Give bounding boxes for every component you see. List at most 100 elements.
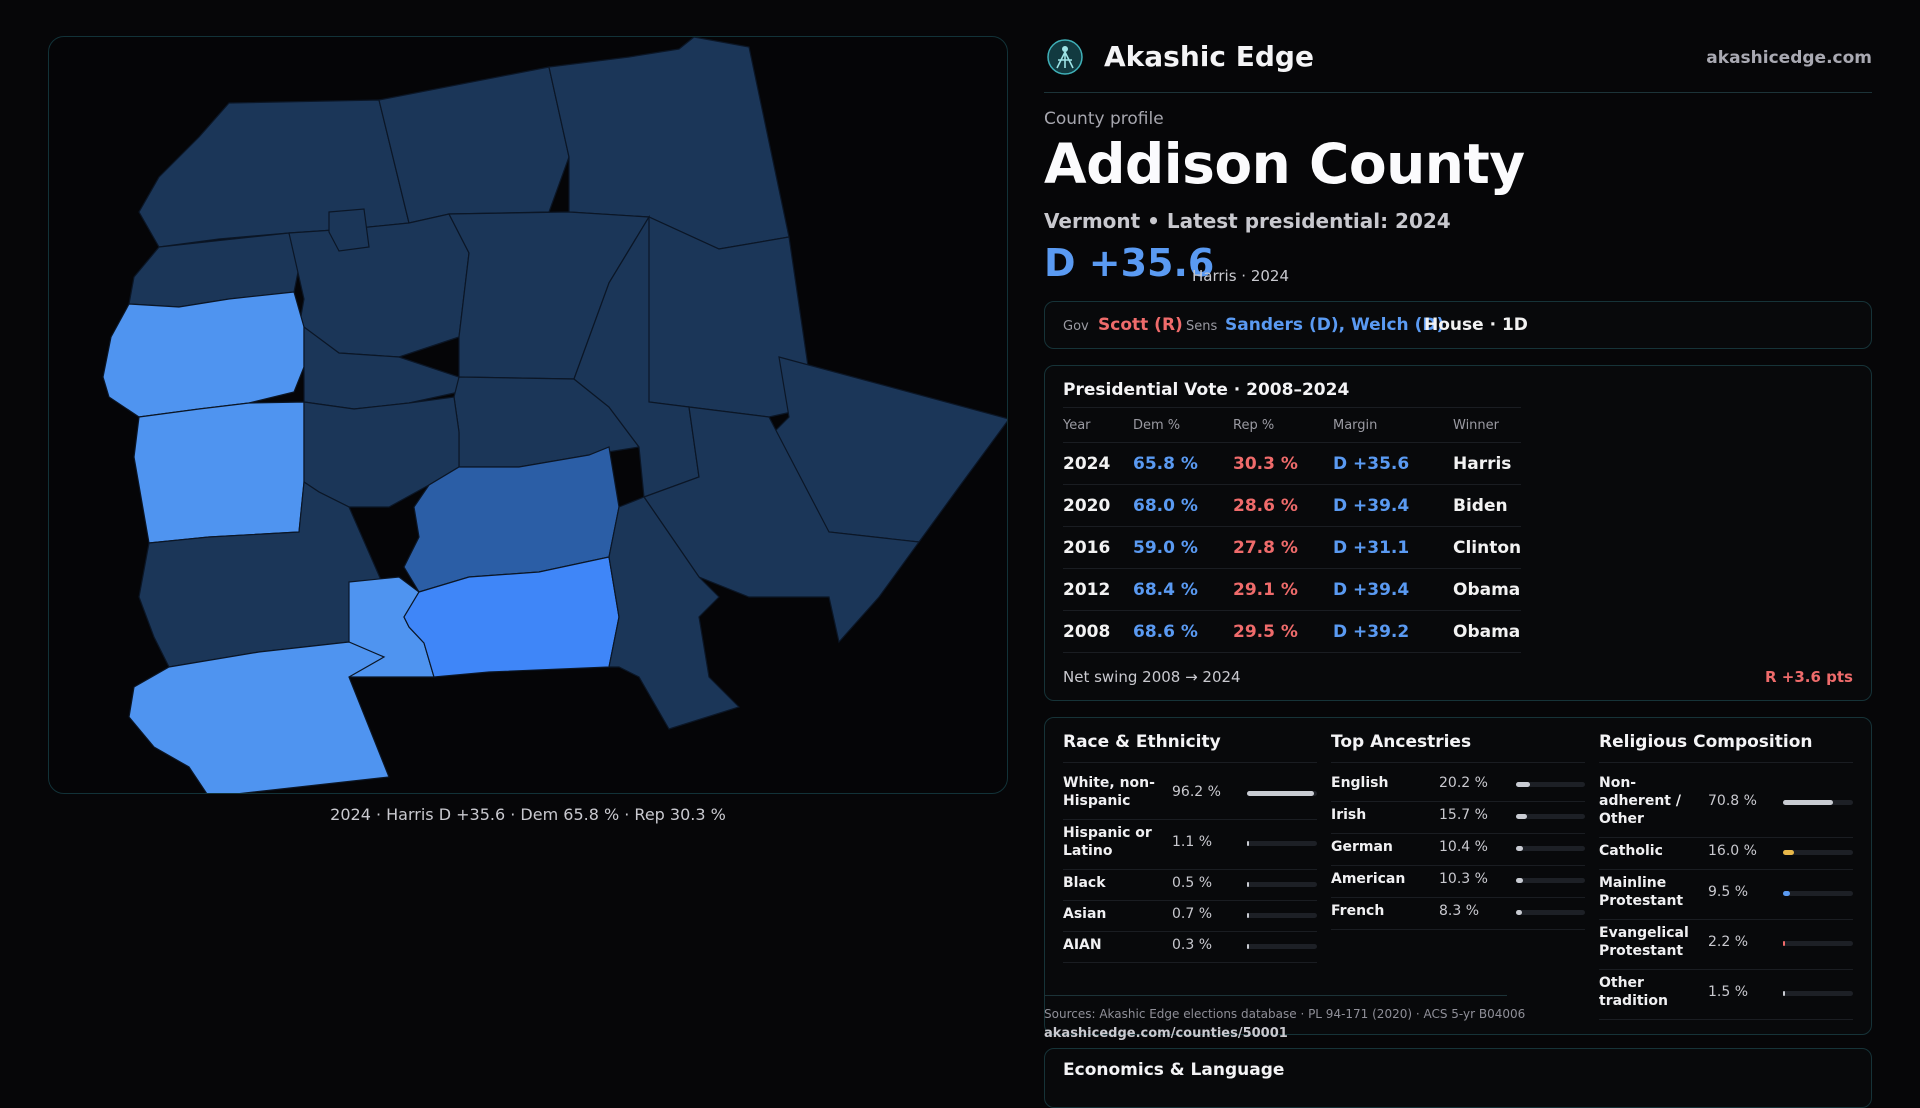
map-town[interactable] [328, 208, 370, 252]
row-dem: 68.0 % [1133, 484, 1233, 527]
page-eyebrow: County profile [1044, 109, 1164, 129]
percent-bar [1516, 910, 1585, 915]
ancestry-title: Top Ancestries [1331, 732, 1472, 752]
brand-url-link[interactable]: akashicedge.com [1706, 48, 1872, 68]
row-dem: 65.8 % [1133, 442, 1233, 485]
percent-bar [1247, 841, 1317, 846]
item-label: Asian [1063, 906, 1107, 922]
percent-bar [1247, 881, 1317, 887]
item-value: 1.5 % [1708, 984, 1749, 1000]
sources-url-link[interactable]: akashicedge.com/counties/50001 [1044, 1026, 1288, 1041]
row-year: 2024 [1063, 442, 1133, 485]
item-label: Mainline Protestant [1599, 875, 1684, 909]
table-row: 2024 65.8 % 30.3 % D +35.6 Harris [1063, 442, 1522, 485]
item-label: Catholic [1599, 843, 1663, 859]
divider [1599, 762, 1853, 763]
item-value: 0.7 % [1172, 905, 1213, 922]
list-item: Evangelical Protestant 2.2 % [1599, 920, 1853, 970]
item-value: 96.2 % [1172, 784, 1221, 800]
map-town[interactable] [378, 66, 570, 224]
row-winner: Biden [1453, 484, 1522, 527]
item-value: 10.4 % [1439, 839, 1488, 855]
percent-bar [1247, 943, 1317, 949]
divider [1063, 762, 1317, 763]
page-title: Addison County [1044, 132, 1525, 196]
economics-title: Economics & Language [1063, 1060, 1285, 1080]
list-item: Other tradition 1.5 % [1599, 970, 1853, 1020]
item-value: 16.0 % [1708, 843, 1757, 859]
gov-label: Gov [1063, 319, 1089, 334]
col-dem: Dem % [1133, 407, 1233, 443]
list-item: French 8.3 % [1331, 898, 1585, 930]
item-label: AIAN [1063, 937, 1102, 953]
list-item: Black 0.5 % [1063, 870, 1317, 901]
row-year: 2008 [1063, 610, 1133, 653]
item-label: Irish [1331, 807, 1367, 823]
county-map[interactable] [48, 36, 1008, 794]
percent-bar-fill [1783, 941, 1785, 946]
list-item: Asian 0.7 % [1063, 901, 1317, 932]
town-map-svg[interactable] [49, 37, 1008, 794]
brand-name: Akashic Edge [1104, 40, 1314, 73]
map-town[interactable] [133, 401, 305, 544]
item-label: White, non-Hispanic [1063, 775, 1155, 809]
divider [1044, 995, 1507, 996]
row-year: 2020 [1063, 484, 1133, 527]
list-item: Hispanic or Latino 1.1 % [1063, 820, 1317, 870]
race-title: Race & Ethnicity [1063, 732, 1221, 752]
map-town[interactable] [102, 291, 305, 418]
percent-bar [1516, 846, 1585, 851]
percent-bar-fill [1247, 791, 1315, 796]
row-year: 2012 [1063, 568, 1133, 611]
row-rep: 29.1 % [1233, 568, 1333, 611]
item-label: Other tradition [1599, 975, 1668, 1009]
list-item: Irish 15.7 % [1331, 802, 1585, 834]
item-label: Evangelical Protestant [1599, 925, 1689, 959]
margin-value: D +35.6 [1044, 241, 1215, 285]
map-town[interactable] [403, 556, 620, 678]
map-town[interactable] [303, 325, 460, 410]
presidential-table: Year Dem % Rep % Margin Winner 2024 65.8… [1063, 407, 1522, 653]
percent-bar [1783, 850, 1853, 855]
list-item: White, non-Hispanic 96.2 % [1063, 770, 1317, 820]
percent-bar-fill [1516, 846, 1524, 851]
page-subtitle: Vermont • Latest presidential: 2024 [1044, 209, 1451, 233]
item-value: 8.3 % [1439, 903, 1480, 919]
item-value: 15.7 % [1439, 807, 1488, 823]
map-caption: 2024 · Harris D +35.6 · Dem 65.8 % · Rep… [330, 805, 726, 824]
demographics-card: Race & Ethnicity White, non-Hispanic 96.2… [1044, 717, 1872, 1035]
map-town[interactable] [138, 99, 410, 248]
brand-header: Akashic Edge akashicedge.com [1044, 34, 1872, 93]
table-row: 2012 68.4 % 29.1 % D +39.4 Obama [1063, 568, 1522, 611]
map-town[interactable] [128, 641, 390, 794]
row-margin: D +39.2 [1333, 610, 1453, 653]
list-item: American 10.3 % [1331, 866, 1585, 898]
list-item: Catholic 16.0 % [1599, 838, 1853, 870]
percent-bar [1516, 878, 1585, 883]
col-year: Year [1063, 407, 1133, 443]
col-winner: Winner [1453, 407, 1522, 443]
item-label: French [1331, 903, 1385, 919]
percent-bar-fill [1247, 943, 1249, 949]
item-value: 1.1 % [1172, 834, 1213, 850]
item-label: English [1331, 775, 1389, 791]
presidential-vote-card: Presidential Vote · 2008–2024 Year Dem %… [1044, 365, 1872, 701]
officials-card: Gov Scott (R) Sens Sanders (D), Welch (D… [1044, 301, 1872, 349]
list-item: AIAN 0.3 % [1063, 932, 1317, 963]
row-rep: 29.5 % [1233, 610, 1333, 653]
margin-note: Harris · 2024 [1192, 267, 1290, 285]
senators-names: Sanders (D), Welch (D) [1225, 315, 1445, 335]
col-rep: Rep % [1233, 407, 1333, 443]
row-rep: 28.6 % [1233, 484, 1333, 527]
economics-card[interactable]: Economics & Language [1044, 1048, 1872, 1108]
row-winner: Obama [1453, 568, 1522, 611]
divider [1331, 762, 1585, 763]
percent-bar-fill [1247, 912, 1249, 918]
map-town[interactable] [643, 406, 921, 644]
percent-bar-fill [1247, 881, 1249, 887]
map-town[interactable] [608, 496, 741, 730]
percent-bar [1247, 912, 1317, 918]
county-panel: Akashic Edge akashicedge.com County prof… [1044, 34, 1872, 1035]
item-label: Black [1063, 875, 1106, 891]
percent-bar [1247, 791, 1317, 796]
